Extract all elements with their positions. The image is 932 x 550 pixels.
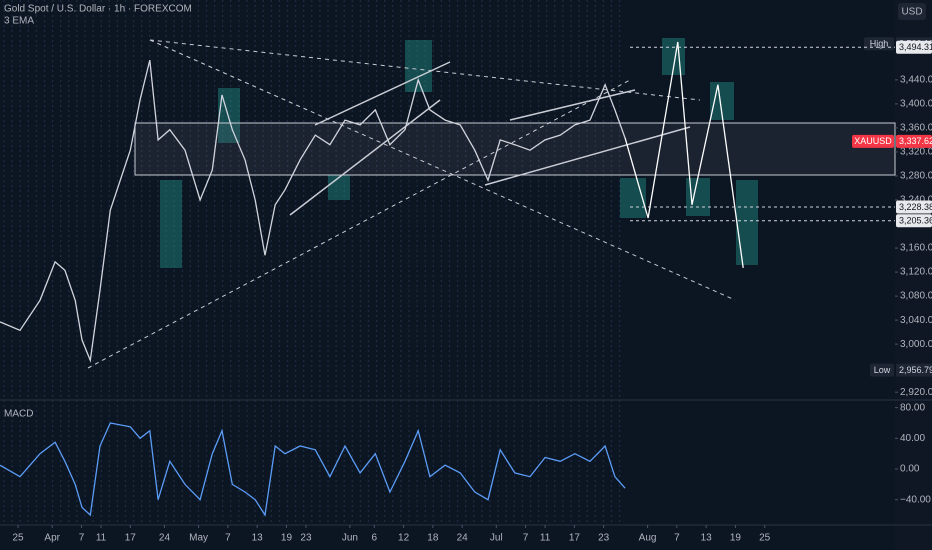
price-tag [896,40,932,54]
x-tick-label: 7 [523,533,529,544]
trendlines [87,39,736,369]
price-axis-bg [895,0,932,550]
x-tick-label: May [189,533,208,544]
price-line [0,59,626,363]
x-tick-label: 6 [372,533,378,544]
x-tick-label: 13 [252,533,264,544]
x-tick-label: 23 [598,533,610,544]
x-tick-label: 13 [701,533,713,544]
y-tick-label: 3,360.00 [900,123,932,134]
currency-label[interactable]: USD [901,7,922,18]
price-tag-name: High [870,39,889,49]
price-line [0,422,626,517]
trendline [149,39,736,301]
x-tick-label: Apr [44,533,60,544]
y-tick-label: 3,440.00 [900,75,932,86]
y-tick-label: 3,120.00 [900,267,932,278]
x-tick-label: 7 [79,533,85,544]
price-tag-name: Low [874,365,891,375]
y-tick-label: 3,320.00 [900,147,932,158]
y-tick-label: 2,920.00 [900,387,932,398]
x-tick-label: 24 [457,533,469,544]
x-tick-label: 18 [427,533,439,544]
price-tag [896,200,932,214]
y-tick-label: 3,000.00 [900,339,932,350]
price-tag-name: XAUUSD [854,136,892,146]
x-tick-label: 11 [540,533,551,544]
x-tick-label: Aug [639,533,657,544]
price-tag-label: 2,956.79 [899,365,932,375]
price-tag [896,214,932,228]
symbol-title: Gold Spot / U.S. Dollar · 1h · FOREXCOM [4,4,192,15]
x-tick-label: 11 [96,533,107,544]
channel-line [314,61,451,126]
x-tick-label: Jun [342,533,358,544]
x-tick-label: 17 [125,533,137,544]
x-tick-label: 25 [12,533,24,544]
x-tick-label: 24 [159,533,171,544]
y-tick-label: 3,240.00 [900,195,932,206]
x-tick-label: Jul [490,533,503,544]
zone [736,180,758,265]
price-tag [896,363,932,377]
price-tag-label: 3,205.36 [899,216,932,226]
y-tick-label: 3,400.00 [900,99,932,110]
x-tick-label: 19 [730,533,742,544]
x-tick-label: 7 [225,533,231,544]
price-tag-label: 3,228.38 [899,202,932,212]
y-tick-label: 80.00 [900,402,925,413]
price-tag-label: 3,494.31 [899,42,932,52]
indicator-label: 3 EMA [4,16,34,27]
grid-pattern [0,0,625,525]
y-tick-label: 0.00 [900,464,920,475]
channel-line [484,126,691,186]
y-tick-label: 3,280.00 [900,171,932,182]
price-tag-name-bg [852,134,894,148]
currency-button[interactable] [898,3,926,20]
price-tag-label: 3,337.62 [899,136,932,146]
channel-line [289,99,441,216]
trendline [87,79,631,369]
x-tick-label: 17 [569,533,581,544]
x-tick-label: 25 [759,533,771,544]
channel-line [509,89,636,121]
y-tick-label: −40.00 [900,494,931,505]
y-tick-label: 40.00 [900,433,925,444]
x-tick-label: 7 [674,533,680,544]
x-tick-label: 19 [281,533,293,544]
y-tick-label: 3,160.00 [900,243,932,254]
indicator-label: MACD [4,409,33,420]
zone [160,180,182,268]
y-tick-label: 3,040.00 [900,315,932,326]
range-box [134,122,896,176]
zone [328,175,350,200]
zone [405,40,432,92]
price-line [624,41,744,268]
price-tag-name-bg [870,363,894,377]
x-tick-label: 23 [300,533,312,544]
x-tick-label: 12 [398,533,410,544]
price-tag [896,134,932,148]
y-tick-label: 3,080.00 [900,291,932,302]
